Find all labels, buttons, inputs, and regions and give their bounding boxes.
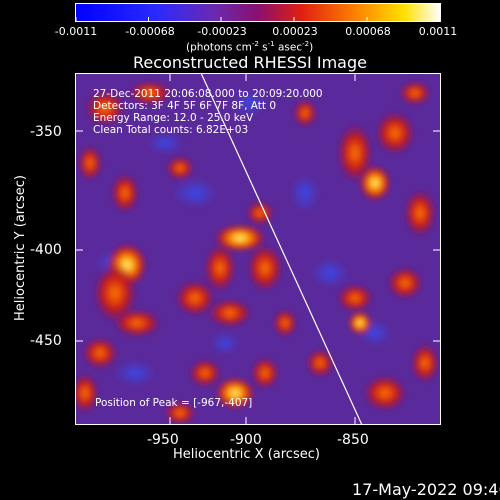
colorbar <box>75 3 441 22</box>
y-axis-label: Heliocentric Y (arcsec) <box>13 175 28 321</box>
solar-limb-line <box>200 73 363 425</box>
solar-image <box>75 73 441 425</box>
peak-position-label: Position of Peak = [-967,-407] <box>95 397 253 409</box>
colorbar-units: (photons cm-2 s-1 asec-2) <box>186 40 314 54</box>
info-line-energy: Energy Range: 12.0 - 25.0 keV <box>93 112 254 124</box>
colorbar-tick-1: -0.0011 <box>54 25 98 38</box>
colorbar-tick-2: -0.00068 <box>125 25 175 38</box>
y-tick-3: -450 <box>30 333 62 349</box>
colorbar-tick-3: -0.00023 <box>197 25 247 38</box>
info-line-detectors: Detectors: 3F 4F 5F 6F 7F 8F, Att 0 <box>93 100 277 112</box>
colorbar-tick-5: 0.00068 <box>345 25 391 38</box>
colorbar-tick-4: 0.00023 <box>272 25 318 38</box>
axis-ticks <box>75 73 441 425</box>
info-line-clean: Clean Total counts: 6.82E+03 <box>93 124 249 136</box>
x-axis-label: Heliocentric X (arcsec) <box>173 447 320 462</box>
colorbar-tick-6: 0.0011 <box>418 25 458 38</box>
y-tick-1: -350 <box>30 124 62 140</box>
y-tick-2: -400 <box>30 242 62 258</box>
plot-frame <box>75 73 441 425</box>
x-tick-1: -950 <box>147 432 179 448</box>
x-tick-2: -900 <box>230 432 262 448</box>
x-tick-3: -850 <box>337 432 369 448</box>
plot-title: Reconstructed RHESSI Image <box>133 53 367 72</box>
info-line-time: 27-Dec-2011 20:06:08.000 to 20:09:20.000 <box>93 88 323 100</box>
footer-timestamp: 17-May-2022 09:46 <box>352 480 500 499</box>
